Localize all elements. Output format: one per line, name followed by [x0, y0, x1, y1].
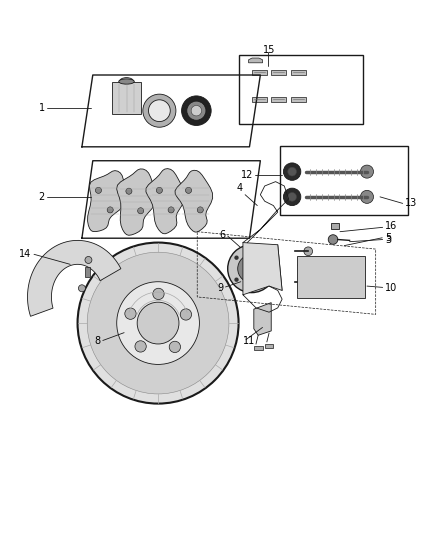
Circle shape	[360, 190, 374, 204]
Circle shape	[288, 167, 297, 176]
Circle shape	[360, 165, 374, 178]
Text: 6: 6	[219, 230, 226, 240]
Text: 3: 3	[385, 235, 392, 245]
Polygon shape	[271, 97, 286, 102]
Polygon shape	[291, 97, 306, 102]
Polygon shape	[297, 256, 365, 298]
Circle shape	[328, 235, 338, 244]
Circle shape	[125, 308, 136, 319]
Circle shape	[143, 94, 176, 127]
Polygon shape	[254, 303, 271, 335]
Polygon shape	[252, 70, 267, 75]
Text: 4: 4	[237, 183, 243, 193]
Text: 14: 14	[19, 249, 31, 260]
Bar	[239, 55, 363, 124]
Text: 15: 15	[262, 45, 275, 55]
Circle shape	[180, 309, 191, 320]
Polygon shape	[243, 243, 282, 295]
Circle shape	[255, 284, 260, 289]
Circle shape	[298, 288, 305, 295]
Bar	[280, 147, 408, 215]
Circle shape	[185, 187, 191, 193]
Circle shape	[135, 341, 146, 352]
Bar	[254, 346, 262, 351]
Ellipse shape	[119, 79, 134, 84]
Circle shape	[191, 106, 201, 116]
Text: 9: 9	[217, 283, 223, 293]
Circle shape	[169, 341, 180, 352]
Circle shape	[234, 278, 239, 282]
Polygon shape	[88, 171, 125, 232]
Circle shape	[95, 187, 102, 193]
Circle shape	[78, 243, 239, 403]
Polygon shape	[252, 97, 267, 102]
Circle shape	[283, 188, 301, 206]
Text: 1: 1	[39, 103, 45, 112]
Text: 2: 2	[39, 192, 45, 202]
Text: 16: 16	[385, 221, 398, 231]
Bar	[113, 82, 141, 114]
Circle shape	[126, 188, 132, 194]
Circle shape	[117, 282, 199, 365]
Circle shape	[148, 100, 170, 122]
Polygon shape	[117, 169, 156, 235]
Text: 8: 8	[95, 336, 101, 346]
Bar	[85, 266, 90, 277]
Bar	[304, 261, 318, 294]
Circle shape	[153, 288, 164, 300]
Text: 11: 11	[243, 336, 255, 346]
Polygon shape	[271, 70, 286, 75]
Circle shape	[107, 207, 113, 213]
Circle shape	[228, 245, 276, 293]
Bar	[321, 261, 335, 294]
Circle shape	[187, 101, 206, 120]
Polygon shape	[28, 240, 121, 316]
Polygon shape	[291, 70, 306, 75]
Polygon shape	[249, 58, 262, 63]
Circle shape	[238, 255, 265, 282]
Circle shape	[304, 247, 313, 256]
Text: 13: 13	[405, 198, 417, 208]
Circle shape	[156, 187, 162, 193]
Circle shape	[197, 207, 203, 213]
Circle shape	[168, 207, 174, 213]
Circle shape	[85, 256, 92, 263]
Circle shape	[255, 249, 260, 253]
Circle shape	[288, 192, 297, 201]
Circle shape	[298, 262, 305, 269]
Circle shape	[78, 285, 85, 292]
Circle shape	[304, 277, 313, 286]
Bar	[339, 261, 353, 294]
Polygon shape	[175, 170, 212, 232]
Circle shape	[234, 255, 239, 260]
Polygon shape	[146, 168, 185, 234]
Ellipse shape	[120, 78, 134, 85]
Bar	[265, 344, 273, 349]
Circle shape	[268, 266, 272, 271]
Text: 5: 5	[385, 233, 392, 243]
Circle shape	[245, 262, 258, 275]
Bar	[331, 223, 339, 229]
Circle shape	[137, 302, 179, 344]
Circle shape	[283, 163, 301, 180]
Text: 12: 12	[240, 170, 253, 180]
Text: 10: 10	[385, 283, 398, 293]
Circle shape	[87, 252, 229, 394]
Circle shape	[138, 208, 144, 214]
Circle shape	[182, 96, 211, 125]
